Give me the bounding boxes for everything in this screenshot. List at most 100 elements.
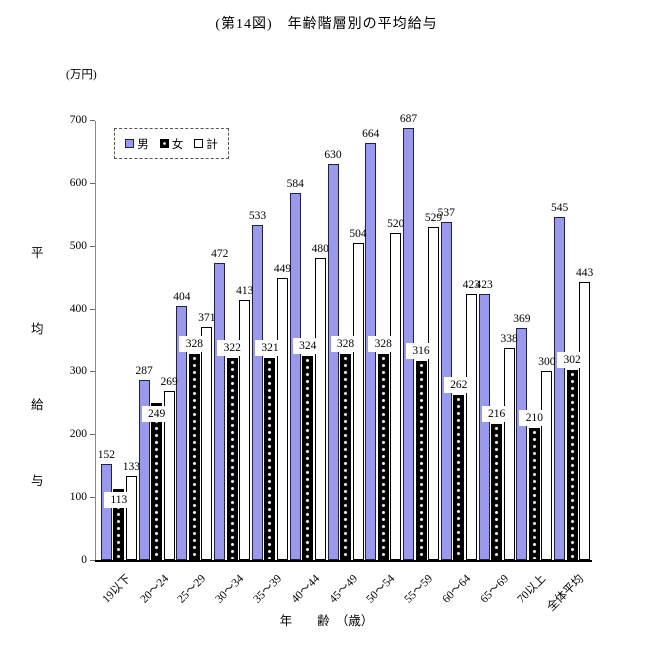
value-label-male: 630	[324, 149, 342, 161]
value-label-male: 687	[399, 113, 418, 125]
value-label-total: 300	[538, 356, 556, 368]
value-label-female: 316	[406, 343, 437, 359]
bar-male-70以上	[516, 328, 528, 560]
bar-male-35〜39	[251, 225, 263, 560]
y-axis-title: 平均給与	[31, 242, 44, 489]
value-label-male: 584	[286, 178, 304, 190]
bar-male-40〜44	[289, 193, 301, 560]
y-tick-mark	[90, 182, 95, 184]
bar-female-65〜69	[491, 424, 503, 560]
y-tick-label: 100	[69, 491, 87, 504]
bar-total-70以上	[541, 371, 553, 560]
value-label-total: 338	[500, 333, 518, 345]
y-axis-line	[95, 121, 96, 561]
y-axis-title-char: 均	[31, 322, 44, 336]
value-label-total: 413	[236, 285, 254, 297]
bar-male-30〜34	[214, 263, 226, 560]
bar-male-20〜24	[138, 380, 150, 560]
x-axis-title: 年 齢 （歳）	[279, 614, 374, 628]
value-label-male: 664	[362, 128, 380, 140]
y-tick-mark	[90, 560, 95, 561]
y-tick-label: 300	[69, 365, 87, 378]
legend-swatch-male-icon	[125, 139, 135, 148]
bar-male-45〜49	[327, 164, 339, 560]
value-label-female: 322	[217, 340, 248, 356]
value-label-female: 210	[519, 410, 550, 426]
y-axis-unit-label: (万円)	[66, 69, 97, 81]
value-label-total: 449	[273, 263, 292, 275]
bar-male-19以下	[100, 464, 112, 560]
legend-swatch-total-icon	[194, 139, 204, 148]
y-tick-mark	[90, 434, 95, 436]
bar-female-40〜44	[302, 356, 314, 560]
bar-male-全体平均	[554, 217, 566, 560]
bar-female-60〜64	[453, 395, 465, 560]
y-tick-label: 0	[81, 554, 87, 566]
legend-label-female: 女	[171, 138, 184, 151]
y-tick-mark	[90, 497, 95, 499]
y-tick-label: 600	[69, 176, 87, 189]
value-label-female: 328	[179, 336, 210, 352]
bar-female-35〜39	[264, 358, 276, 560]
bar-total-19以下	[125, 476, 137, 560]
bar-female-55〜59	[415, 361, 427, 560]
y-tick-label: 400	[69, 302, 87, 315]
value-label-total: 504	[349, 228, 367, 240]
y-tick-label: 500	[69, 239, 87, 252]
value-label-total: 520	[387, 218, 405, 230]
y-tick-mark	[90, 371, 95, 373]
bar-total-40〜44	[314, 258, 326, 560]
bar-female-30〜34	[226, 358, 238, 560]
bar-total-60〜64	[465, 294, 477, 560]
bar-total-20〜24	[163, 391, 175, 560]
chart-title: (第14図) 年齢階層別の平均給与	[215, 17, 438, 32]
value-label-male: 152	[97, 449, 116, 461]
bar-female-25〜29	[188, 354, 200, 560]
legend-label-male: 男	[137, 138, 149, 151]
y-tick-mark	[90, 308, 95, 310]
y-axis-title-char: 給	[31, 398, 44, 412]
legend-item-total: 計	[194, 136, 218, 152]
value-label-male: 537	[437, 207, 455, 219]
bar-female-70以上	[528, 428, 540, 560]
value-label-female: 321	[254, 340, 285, 356]
bar-female-全体平均	[566, 370, 578, 560]
bar-total-65〜69	[503, 348, 515, 560]
bar-total-25〜29	[201, 327, 213, 560]
plot-area: 男女計 0 100 200 300 400 500 600 700 152 113 133 19以下 2…	[70, 113, 593, 614]
value-label-male: 533	[248, 210, 267, 222]
value-label-male: 404	[173, 291, 191, 303]
value-label-female: 324	[292, 338, 323, 354]
value-label-male: 369	[513, 313, 531, 325]
bar-male-65〜69	[478, 294, 490, 560]
value-label-female: 328	[330, 336, 361, 352]
y-tick-mark	[90, 245, 95, 247]
y-axis-title-char: 平	[31, 246, 44, 260]
legend-swatch-female-icon	[159, 139, 169, 148]
bar-total-35〜39	[276, 278, 288, 560]
value-label-total: 133	[122, 461, 140, 473]
legend-item-male: 男	[125, 136, 149, 152]
legend-item-female: 女	[159, 136, 184, 152]
value-label-male: 423	[475, 279, 493, 291]
value-label-total: 443	[575, 267, 594, 279]
y-tick-mark	[90, 120, 95, 121]
x-axis-line	[95, 560, 592, 562]
bar-total-30〜34	[239, 300, 251, 560]
bar-total-50〜54	[390, 233, 402, 560]
value-label-female: 249	[141, 406, 172, 422]
value-label-female: 113	[103, 492, 134, 508]
value-label-female: 216	[481, 406, 512, 422]
value-label-female: 302	[557, 352, 588, 368]
value-label-female: 262	[443, 377, 474, 393]
value-label-total: 269	[160, 376, 178, 388]
legend: 男女計	[114, 128, 229, 159]
y-tick-label: 200	[69, 428, 87, 441]
legend-label-total: 計	[206, 138, 218, 151]
y-axis-title-char: 与	[31, 474, 44, 488]
bar-female-19以下	[113, 489, 125, 560]
bar-total-55〜59	[428, 227, 440, 560]
value-label-total: 480	[311, 243, 329, 255]
value-label-male: 287	[135, 365, 153, 377]
value-label-total: 371	[198, 312, 216, 324]
